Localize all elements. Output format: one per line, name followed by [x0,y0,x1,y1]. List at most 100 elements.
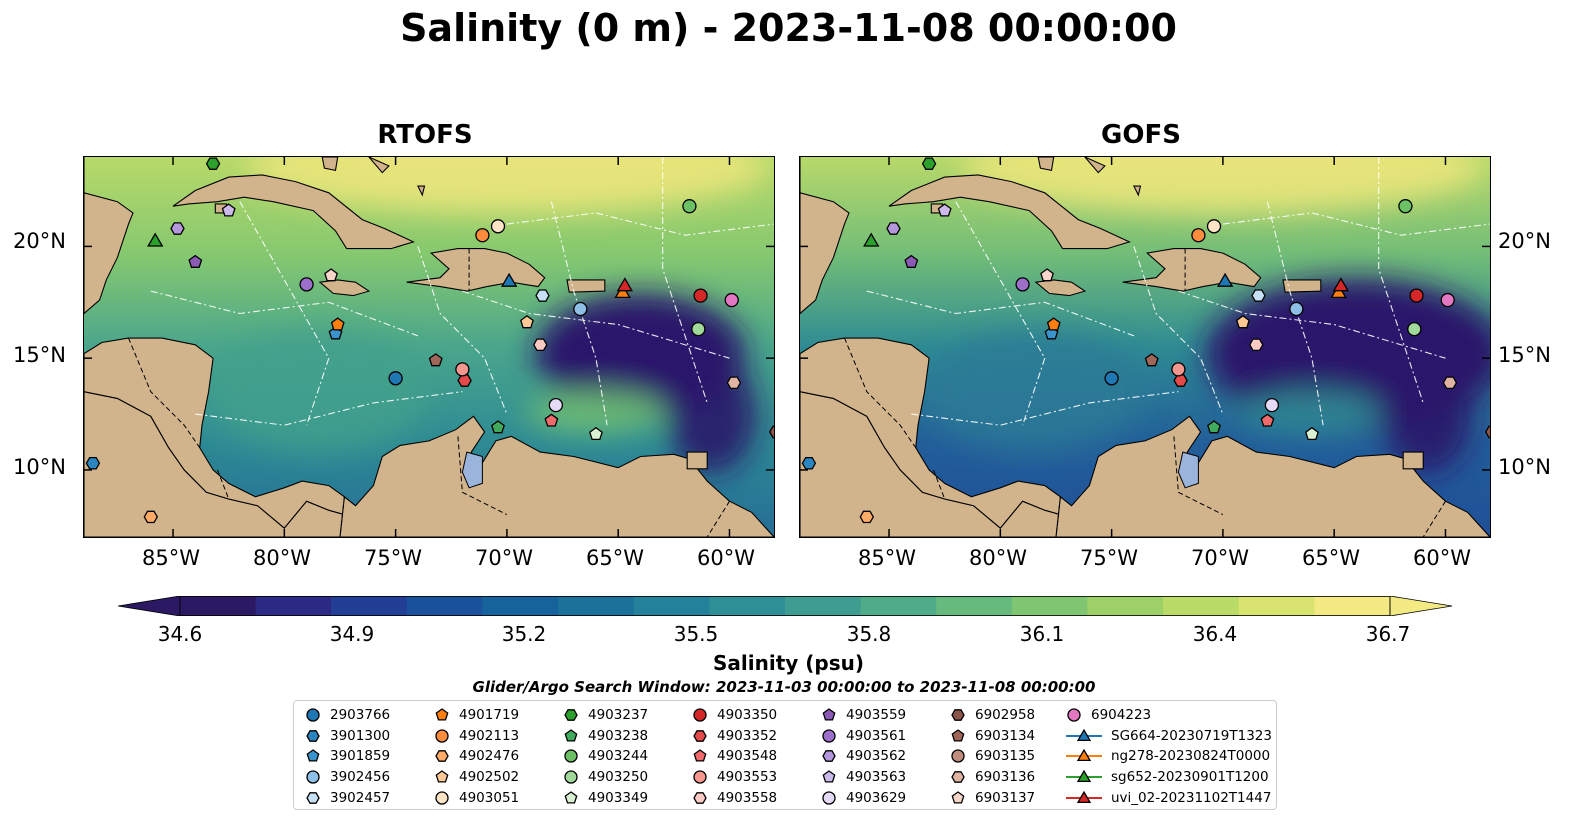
legend-item: 6903137 [949,787,1035,808]
float-marker-icon [306,791,320,804]
legend-label: 6904223 [1091,707,1152,724]
legend-item: 4903238 [562,726,648,747]
legend-label: 4903350 [717,707,778,724]
observation-marker [544,413,559,427]
lat-tick-label: 20°N [1498,229,1551,253]
observation-marker [535,289,550,302]
legend-column: 6904223 SG664-20230719T1323 ng278-20230824… [1065,705,1272,808]
panel-title-rtofs: RTOFS [377,120,473,150]
lon-tick-label: 85°W [858,546,916,570]
observation-marker [1289,301,1304,317]
float-marker-icon [951,729,965,742]
observation-marker [170,222,185,235]
float-marker-icon [693,749,707,763]
gofs-map-canvas [800,157,1490,537]
observation-marker [500,272,518,287]
colorbar-tick-label: 34.6 [157,622,203,646]
float-marker-icon [951,749,965,764]
legend-label: 3902457 [330,789,391,806]
observation-marker [548,397,564,413]
legend-label: 4903352 [717,727,778,744]
legend-label: 4903238 [588,727,649,744]
observation-marker [573,301,588,317]
observation-marker [1249,338,1264,352]
lon-tick-label: 65°W [586,546,644,570]
observation-marker [937,203,952,217]
legend-item: 4903244 [562,746,648,767]
float-marker-icon [822,708,836,721]
observation-marker [428,353,443,367]
float-marker-icon [435,791,449,805]
float-marker-icon [822,791,836,805]
observation-marker [1191,228,1206,243]
legend-label: 6903134 [975,727,1036,744]
legend-label: 4903561 [846,727,907,744]
observation-marker [863,232,880,247]
lon-tick-label: 75°W [1080,546,1138,570]
legend-label: 6903135 [975,748,1036,765]
observation-marker [726,376,742,390]
lon-tick-label: 60°W [1413,546,1471,570]
legend-item: 4903548 [691,746,777,767]
observation-marker [205,157,221,170]
lat-tick-label: 10°N [1498,455,1551,479]
glider-track-marker-icon [1066,728,1102,741]
observation-marker [147,232,164,247]
legend-label: 2903766 [330,707,391,724]
observation-marker [1442,376,1458,390]
legend-item: 4902113 [433,726,519,747]
colorbar-tick-label: 36.7 [1365,622,1411,646]
observation-marker [724,292,739,308]
observation-marker [1484,425,1490,439]
colorbar-ramp [117,595,1453,617]
legend-label: 4903563 [846,769,907,786]
legend-item: 4903250 [562,767,648,788]
observation-marker [533,338,548,352]
panel-title-gofs: GOFS [1101,120,1181,150]
observation-marker [859,510,875,524]
legend-label: 4902113 [459,727,520,744]
legend-item: 4903350 [691,705,777,726]
observation-marker [1409,288,1424,303]
observation-marker [1264,397,1280,413]
legend-item: 6904223 [1065,705,1272,726]
legend-item: 6903135 [949,746,1035,767]
float-marker-icon [564,709,578,722]
observation-marker [520,315,534,329]
colorbar-title: Salinity (psu) [712,651,864,675]
legend-label: SG664-20230719T1323 [1111,727,1272,744]
colorbar-tick-label: 35.5 [673,622,719,646]
legend-column: 4903237 4903238 4903244 4903250 4903349 [562,705,648,808]
legend-item: 2903766 [304,705,390,726]
legend-item: 4902476 [433,746,519,767]
legend-label: 4903559 [846,707,907,724]
legend-label: 4903558 [717,789,778,806]
legend-column: 4903350 4903352 4903548 4903553 4903558 [691,705,777,808]
rtofs-map-canvas [84,157,774,537]
float-marker-icon [693,770,707,784]
legend-label: 4902502 [459,769,520,786]
legend-label: sg652-20230901T1200 [1111,769,1269,786]
legend-label: ng278-20230824T0000 [1111,748,1271,765]
legend-item: 4903561 [820,726,906,747]
legend-item: 4903563 [820,767,906,788]
observation-marker [1144,353,1159,367]
legend-label: 4903349 [588,789,649,806]
lon-tick-label: 70°W [475,546,533,570]
float-marker-icon [951,790,965,804]
legend-item: 4903558 [691,787,777,808]
observation-marker [682,199,697,214]
observation-marker [1046,317,1061,331]
glider-track-marker-icon [1066,790,1102,803]
legend-item: uvi_02-20231102T1447 [1065,787,1272,808]
observation-marker [143,510,159,524]
float-marker-icon [306,749,320,763]
observation-marker [1332,277,1350,292]
observation-marker [1216,272,1234,287]
legend-item: 4903352 [691,726,777,747]
legend-column: 4901719 4902113 4902476 4902502 4903051 [433,705,519,808]
lon-tick-label: 65°W [1302,546,1360,570]
observation-marker [801,456,817,470]
lat-tick-label: 20°N [13,229,66,253]
legend-column: 4903559 4903561 4903562 4903563 4903629 [820,705,906,808]
